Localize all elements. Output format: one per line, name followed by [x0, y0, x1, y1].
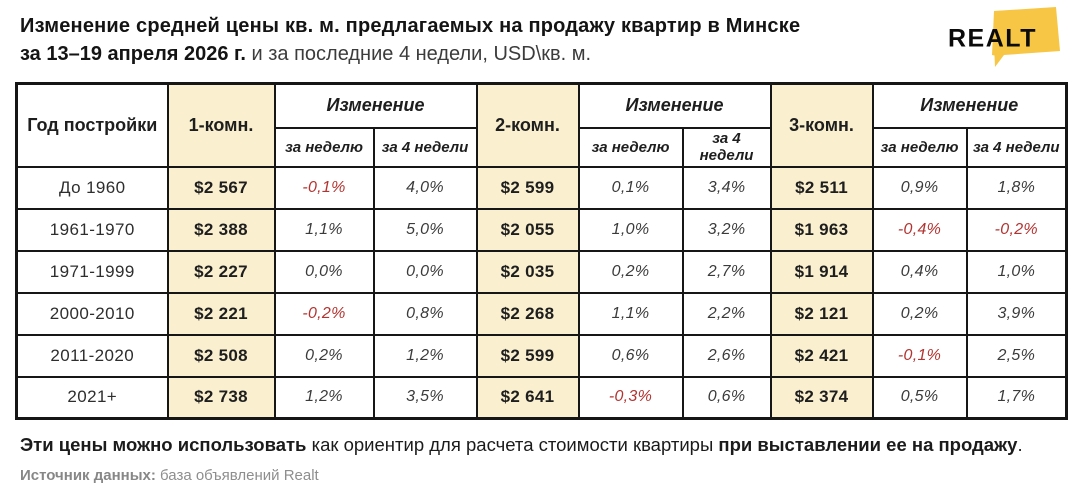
price-1room-cell: $2 567 [166, 165, 276, 210]
subheader-week-2room: за неделю [577, 126, 684, 168]
change-week-1room-cell: 0,2% [273, 333, 375, 378]
change-4weeks-3room-cell: -0,2% [965, 207, 1068, 252]
change-week-3room-cell: 0,2% [871, 291, 968, 336]
title-line-2: за 13–19 апреля 2026 г. и за последние 4… [20, 40, 940, 68]
note-bold-1: Эти цены можно использовать [20, 434, 307, 455]
note-regular: как ориентир для расчета стоимости кварт… [306, 434, 719, 455]
change-week-1room-cell: 1,1% [273, 207, 375, 252]
table-row: 2000-2010 $2 221 -0,2% 0,8% $2 268 1,1% … [15, 291, 1068, 336]
price-3room-cell: $1 963 [769, 207, 874, 252]
table-row: 1971-1999 $2 227 0,0% 0,0% $2 035 0,2% 2… [15, 249, 1068, 294]
change-week-3room-cell: -0,1% [871, 333, 968, 378]
change-week-1room-cell: -0,2% [273, 291, 375, 336]
year-built-cell: 1961-1970 [15, 207, 169, 252]
price-1room-cell: $2 508 [166, 333, 276, 378]
change-4weeks-3room-cell: 1,0% [965, 249, 1068, 294]
speech-bubble-icon [992, 7, 1060, 67]
change-4weeks-2room-cell: 3,2% [681, 207, 772, 252]
usage-note: Эти цены можно использовать как ориентир… [20, 431, 1065, 458]
subheader-week-3room: за неделю [871, 126, 968, 168]
subheader-4weeks-3room: за 4 недели [965, 126, 1068, 168]
data-source: Источник данных: база объявлений Realt [20, 467, 1060, 484]
table-row: 2021+ $2 738 1,2% 3,5% $2 641 -0,3% 0,6%… [15, 375, 1068, 420]
change-week-2room-cell: 0,2% [577, 249, 684, 294]
change-4weeks-2room-cell: 3,4% [681, 165, 772, 210]
year-built-cell: До 1960 [15, 165, 169, 210]
price-3room-cell: $2 511 [769, 165, 874, 210]
price-1room-cell: $2 221 [166, 291, 276, 336]
title-date-range: за 13–19 апреля 2026 г. [20, 43, 246, 65]
change-4weeks-2room-cell: 0,6% [681, 375, 772, 420]
change-4weeks-1room-cell: 3,5% [372, 375, 478, 420]
col-header-change-1room: Изменение [273, 82, 478, 129]
col-header-change-3room: Изменение [871, 82, 1068, 129]
change-week-2room-cell: -0,3% [577, 375, 684, 420]
price-3room-cell: $2 374 [769, 375, 874, 420]
col-header-3room: 3-комн. [769, 82, 874, 168]
change-4weeks-3room-cell: 2,5% [965, 333, 1068, 378]
change-4weeks-3room-cell: 3,9% [965, 291, 1068, 336]
price-table: Год постройки 1-комн. Изменение 2-комн. … [15, 82, 1069, 420]
subheader-4weeks-1room: за 4 недели [372, 126, 478, 168]
change-4weeks-2room-cell: 2,7% [681, 249, 772, 294]
change-week-2room-cell: 0,6% [577, 333, 684, 378]
note-period: . [1017, 434, 1023, 455]
source-value: база объявлений Realt [155, 467, 319, 484]
change-week-1room-cell: -0,1% [273, 165, 375, 210]
change-4weeks-2room-cell: 2,2% [681, 291, 772, 336]
title-line-1: Изменение средней цены кв. м. предлагаем… [20, 15, 801, 37]
price-3room-cell: $2 121 [769, 291, 874, 336]
change-week-2room-cell: 1,0% [577, 207, 684, 252]
title-units: и за последние 4 недели, USD\кв. м. [245, 43, 592, 65]
year-built-cell: 2000-2010 [15, 291, 169, 336]
change-week-3room-cell: -0,4% [871, 207, 968, 252]
col-header-change-2room: Изменение [577, 82, 772, 129]
price-2room-cell: $2 599 [475, 165, 580, 210]
realt-logo-text: Realt [948, 24, 1037, 53]
price-1room-cell: $2 227 [166, 249, 276, 294]
year-built-cell: 1971-1999 [15, 249, 169, 294]
price-2room-cell: $2 641 [475, 375, 580, 420]
change-week-1room-cell: 0,0% [273, 249, 375, 294]
price-1room-cell: $2 388 [166, 207, 276, 252]
change-week-3room-cell: 0,9% [871, 165, 968, 210]
col-header-1room: 1-комн. [166, 82, 276, 168]
change-4weeks-3room-cell: 1,7% [965, 375, 1068, 420]
change-week-3room-cell: 0,5% [871, 375, 968, 420]
subheader-week-1room: за неделю [273, 126, 375, 168]
price-1room-cell: $2 738 [166, 375, 276, 420]
change-week-1room-cell: 1,2% [273, 375, 375, 420]
price-3room-cell: $2 421 [769, 333, 874, 378]
change-week-2room-cell: 1,1% [577, 291, 684, 336]
source-label: Источник данных: [20, 467, 156, 484]
change-4weeks-1room-cell: 0,8% [372, 291, 478, 336]
year-built-cell: 2021+ [15, 375, 169, 420]
price-2room-cell: $2 055 [475, 207, 580, 252]
change-4weeks-1room-cell: 5,0% [372, 207, 478, 252]
change-week-3room-cell: 0,4% [871, 249, 968, 294]
col-header-2room: 2-комн. [475, 82, 580, 168]
note-bold-2: при выставлении ее на продажу [718, 434, 1018, 455]
price-2room-cell: $2 268 [475, 291, 580, 336]
price-3room-cell: $1 914 [769, 249, 874, 294]
change-4weeks-1room-cell: 1,2% [372, 333, 478, 378]
change-4weeks-1room-cell: 0,0% [372, 249, 478, 294]
table-row: 2011-2020 $2 508 0,2% 1,2% $2 599 0,6% 2… [15, 333, 1068, 378]
change-4weeks-2room-cell: 2,6% [681, 333, 772, 378]
col-header-year-built: Год постройки [15, 82, 169, 168]
change-4weeks-1room-cell: 4,0% [372, 165, 478, 210]
table-row: До 1960 $2 567 -0,1% 4,0% $2 599 0,1% 3,… [15, 165, 1068, 210]
table-row: 1961-1970 $2 388 1,1% 5,0% $2 055 1,0% 3… [15, 207, 1068, 252]
realt-logo: Realt [948, 6, 1064, 68]
price-2room-cell: $2 599 [475, 333, 580, 378]
change-week-2room-cell: 0,1% [577, 165, 684, 210]
subheader-4weeks-2room: за 4 недели [681, 126, 772, 168]
change-4weeks-3room-cell: 1,8% [965, 165, 1068, 210]
price-2room-cell: $2 035 [475, 249, 580, 294]
year-built-cell: 2011-2020 [15, 333, 169, 378]
page-title: Изменение средней цены кв. м. предлагаем… [20, 12, 940, 68]
